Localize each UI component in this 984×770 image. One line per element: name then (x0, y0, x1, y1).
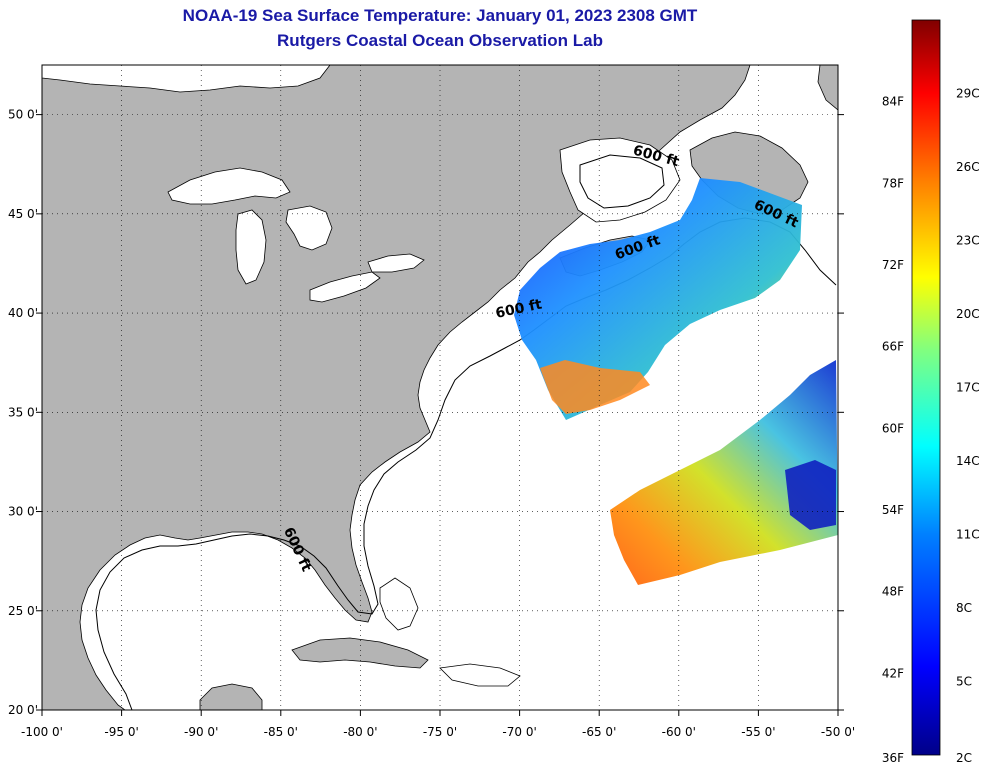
land-bahamas (379, 577, 419, 631)
colorbar-label-c: 20C (956, 307, 980, 321)
map-subtitle: Rutgers Coastal Ocean Observation Lab (277, 31, 603, 50)
colorbar-label-c: 2C (956, 751, 972, 765)
sst-swath-south (610, 360, 838, 585)
colorbar-label-f: 48F (882, 585, 904, 599)
lon-tick-label: -80 0' (343, 725, 377, 739)
colorbar-label-c: 11C (956, 528, 980, 542)
colorbar-fahrenheit-labels: 84F 78F 72F 66F 60F 54F 48F 42F 36F (882, 95, 904, 765)
lon-tick-label: -65 0' (582, 725, 616, 739)
lake-erie (309, 271, 381, 303)
longitude-axis: -100 0' -95 0' -90 0' -85 0' -80 0' -75 0' -70… (21, 710, 855, 739)
colorbar (911, 19, 941, 756)
lake-huron (285, 205, 333, 251)
sst-cool-eddy (785, 460, 836, 530)
land-yucatan (199, 683, 263, 710)
lake-michigan (235, 209, 267, 285)
lat-tick-label: 50 0' (8, 108, 38, 122)
map-title: NOAA-19 Sea Surface Temperature: January… (182, 6, 698, 25)
colorbar-label-f: 72F (882, 258, 904, 272)
lon-tick-label: -55 0' (741, 725, 775, 739)
lat-tick-label: 40 0' (8, 306, 38, 320)
colorbar-celsius-labels: 29C 26C 23C 20C 17C 14C 11C 8C 5C 2C (956, 87, 980, 766)
lon-tick-label: -70 0' (502, 725, 536, 739)
colorbar-label-f: 78F (882, 176, 904, 190)
colorbar-label-c: 17C (956, 381, 980, 395)
land-north-america (42, 65, 751, 710)
latitude-axis: 20 0' 25 0' 30 0' 35 0' 40 0' 45 0' 50 0' (8, 108, 844, 717)
colorbar-label-f: 60F (882, 421, 904, 435)
lon-tick-label: -100 0' (21, 725, 63, 739)
colorbar-label-f: 36F (882, 751, 904, 765)
colorbar-label-c: 26C (956, 160, 980, 174)
lake-superior (167, 167, 291, 205)
lat-tick-label: 25 0' (8, 604, 38, 618)
lat-tick-label: 20 0' (8, 703, 38, 717)
lat-tick-label: 35 0' (8, 405, 38, 419)
hudson-bay (42, 65, 331, 93)
colorbar-label-c: 29C (956, 87, 980, 101)
lon-tick-label: -95 0' (104, 725, 138, 739)
colorbar-label-c: 8C (956, 601, 972, 615)
sst-warm-patch (540, 360, 650, 414)
colorbar-label-c: 14C (956, 454, 980, 468)
lon-tick-label: -90 0' (184, 725, 218, 739)
land-greenland (817, 65, 838, 111)
colorbar-label-c: 23C (956, 234, 980, 248)
colorbar-label-f: 42F (882, 666, 904, 680)
lat-tick-label: 45 0' (8, 207, 38, 221)
lake-ontario (367, 253, 425, 273)
lon-tick-label: -50 0' (821, 725, 855, 739)
lon-tick-label: -85 0' (264, 725, 298, 739)
colorbar-label-c: 5C (956, 675, 972, 689)
colorbar-label-f: 66F (882, 340, 904, 354)
lon-tick-label: -75 0' (423, 725, 457, 739)
lat-tick-label: 30 0' (8, 505, 38, 519)
sst-swath-north (514, 178, 802, 420)
lon-tick-label: -60 0' (662, 725, 696, 739)
depth-contour-600ft-gulf-st-lawrence (579, 154, 665, 209)
colorbar-label-f: 84F (882, 95, 904, 109)
land-cuba (291, 637, 429, 669)
gulf-of-st-lawrence (559, 137, 681, 223)
land-hispaniola (439, 663, 521, 687)
colorbar-label-f: 54F (882, 503, 904, 517)
